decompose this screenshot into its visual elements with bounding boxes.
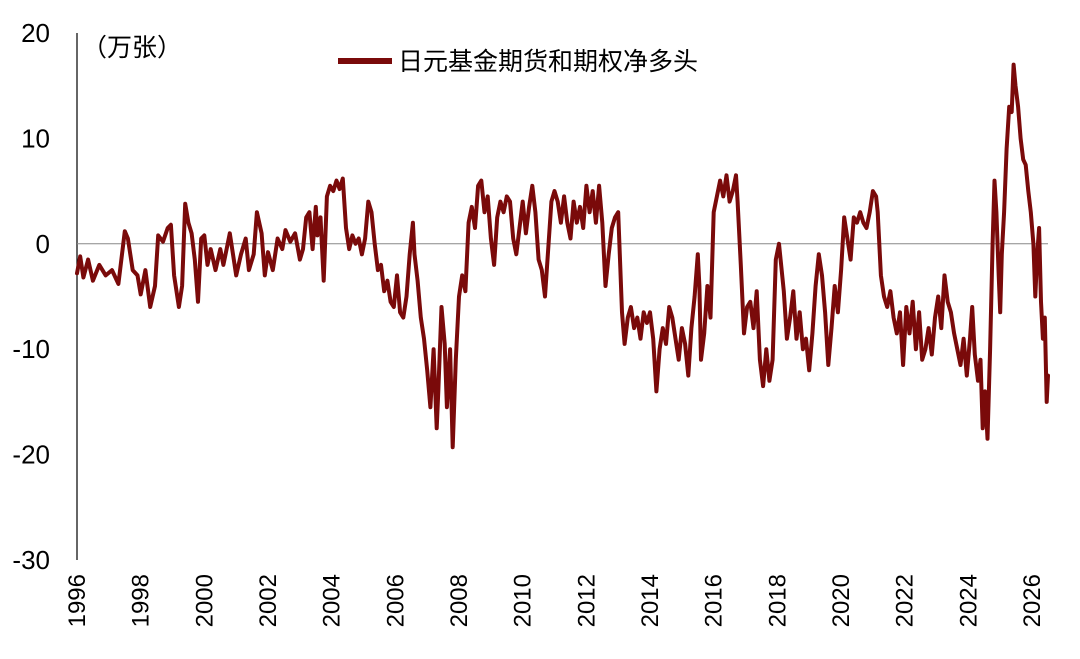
x-tick-label: 2022 [892, 574, 919, 627]
x-tick-label: 2018 [764, 574, 791, 627]
y-tick-label: -10 [12, 334, 50, 364]
legend: 日元基金期货和期权净多头 [338, 48, 698, 76]
y-axis-tick-labels: 20 10 0 -10 -20 -30 [12, 18, 50, 575]
x-tick-label: 2012 [573, 574, 600, 627]
x-tick-label: 2026 [1019, 574, 1046, 627]
y-tick-label: 0 [36, 229, 50, 259]
x-tick-label: 1998 [128, 574, 155, 627]
x-tick-label: 2010 [510, 574, 537, 627]
x-tick-label: 1996 [64, 574, 91, 627]
x-tick-label: 2002 [255, 574, 282, 627]
y-tick-label: 10 [21, 123, 50, 153]
y-tick-label: -20 [12, 440, 50, 470]
y-tick-label: 20 [21, 18, 50, 48]
y-tick-label: -30 [12, 545, 50, 575]
series-line [75, 62, 1050, 450]
x-axis-tick-labels: 1996 1998 2000 2002 2004 2006 2008 2010 2012 2014… [64, 574, 1046, 627]
x-tick-label: 2004 [319, 574, 346, 627]
x-tick-label: 2014 [637, 574, 664, 627]
x-tick-label: 2020 [828, 574, 855, 627]
x-tick-label: 2000 [191, 574, 218, 627]
x-tick-label: 2024 [955, 574, 982, 627]
legend-label: 日元基金期货和期权净多头 [398, 48, 698, 76]
x-tick-label: 2016 [701, 574, 728, 627]
unit-label: （万张） [82, 34, 182, 62]
x-tick-label: 2008 [446, 574, 473, 627]
x-tick-label: 2006 [382, 574, 409, 627]
